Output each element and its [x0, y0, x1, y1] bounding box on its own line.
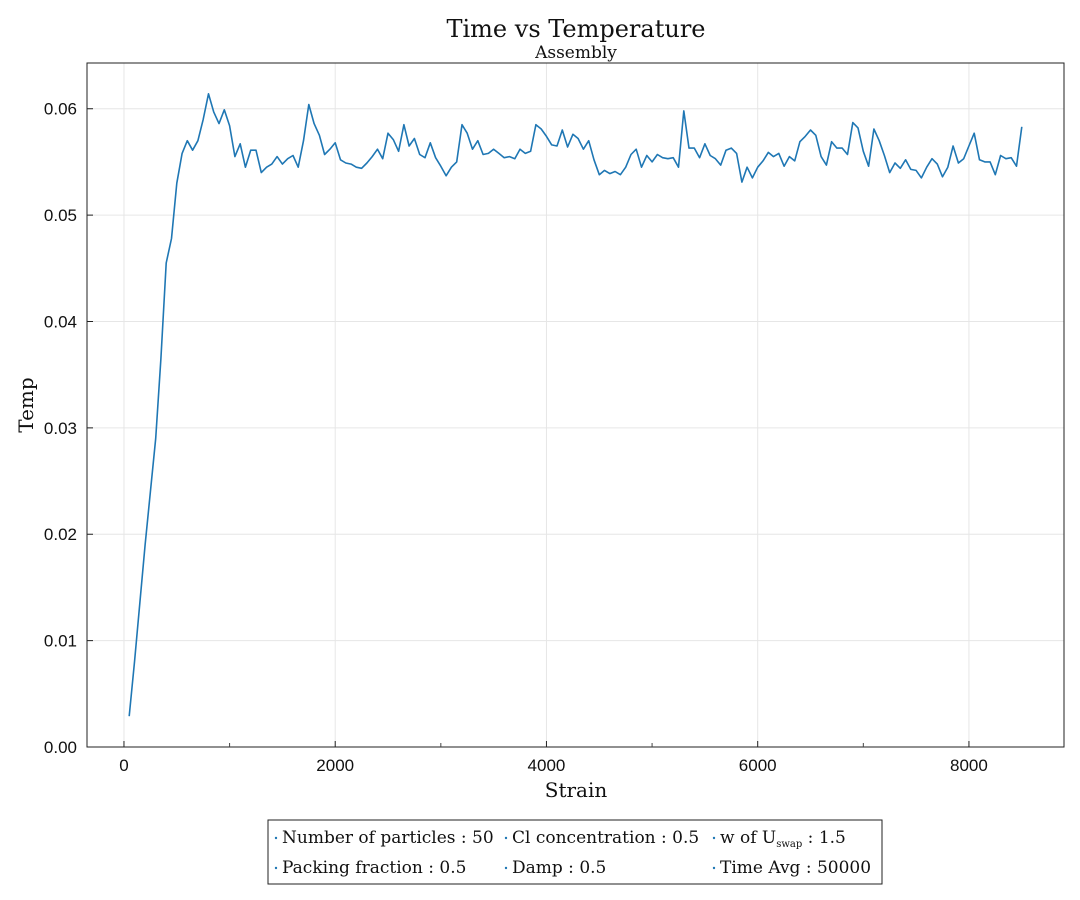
legend-marker [712, 836, 716, 840]
plot-frame [86, 62, 1065, 748]
y-tick-label: 0.05 [44, 206, 77, 225]
x-tick-label: 4000 [528, 756, 566, 775]
series-group [128, 93, 1023, 717]
x-tick-label: 0 [119, 756, 128, 775]
legend-marker [274, 866, 278, 870]
grid-lines [87, 63, 1064, 748]
legend-entry: Number of particles : 50 [282, 828, 494, 848]
y-tick-label: 0.01 [44, 632, 77, 651]
chart-subtitle: Assembly [534, 43, 617, 63]
legend-entry: Time Avg : 50000 [720, 858, 871, 878]
x-tick-label: 6000 [739, 756, 777, 775]
y-tick-label: 0.03 [44, 419, 77, 438]
y-tick-label: 0.02 [44, 525, 77, 544]
chart-title: Time vs Temperature [446, 15, 705, 43]
y-tick-label: 0.06 [44, 100, 77, 119]
legend-marker [504, 836, 508, 840]
legend-entry: Packing fraction : 0.5 [282, 858, 466, 878]
legend-entry: Damp : 0.5 [512, 858, 606, 878]
y-tick-label: 0.04 [44, 312, 77, 331]
axis-ticks: 0 2000 4000 6000 8000 0.00 0.01 0.02 0.03 0.04 0.0… [44, 100, 988, 775]
legend-entry: Cl concentration : 0.5 [512, 828, 699, 848]
x-tick-label: 2000 [316, 756, 354, 775]
x-axis-label: Strain [545, 778, 608, 802]
series-line [128, 93, 1023, 717]
legend-marker [274, 836, 278, 840]
legend-marker [504, 866, 508, 870]
legend-entry: w of Uswap : 1.5 [720, 828, 846, 850]
y-axis-label: Temp [14, 377, 38, 432]
y-tick-label: 0.00 [44, 738, 77, 757]
legend-box: Number of particles : 50 Cl concentration… [267, 819, 883, 885]
legend-marker [712, 866, 716, 870]
x-tick-label: 8000 [950, 756, 988, 775]
